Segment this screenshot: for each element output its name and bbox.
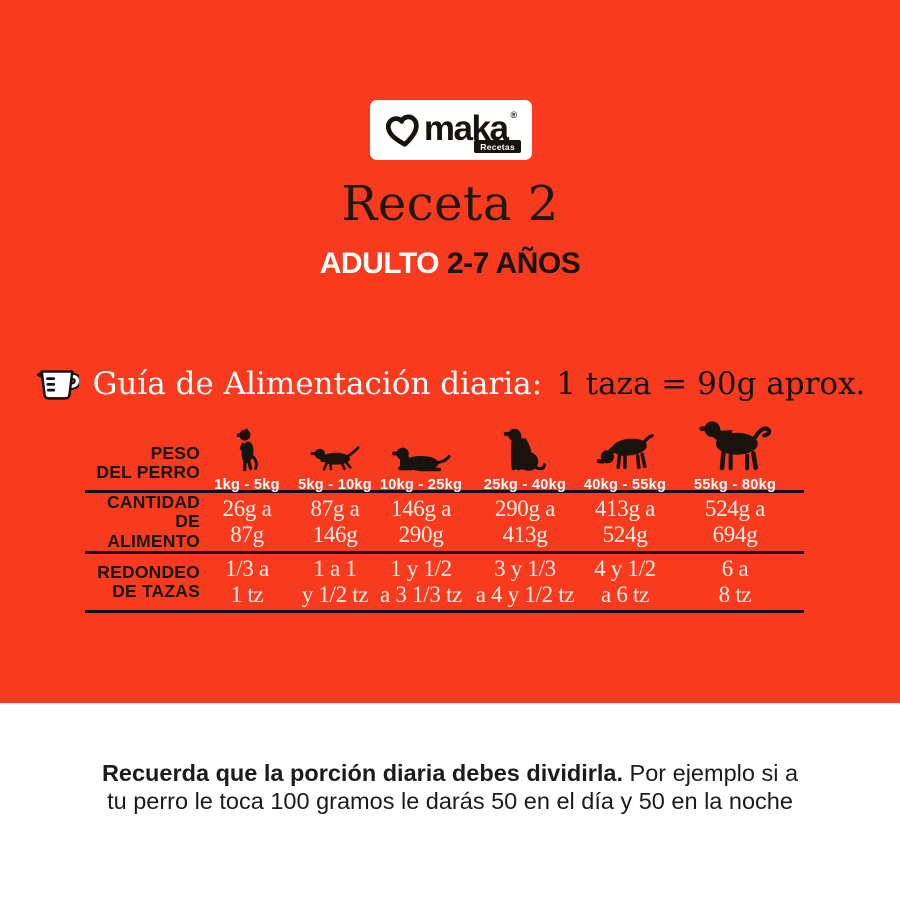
- cups-amount: 1 a 1 y 1/2 tz: [301, 556, 369, 607]
- portion-note-bold: Recuerda que la porción diaria debes div…: [101, 760, 624, 786]
- weight-range: 25kg - 40kg: [483, 477, 567, 493]
- running-dachshund-icon: [310, 446, 360, 471]
- sitting-dog-icon: [503, 428, 547, 471]
- cups-row: REDONDEO DE TAZAS 1/3 a 1 tz 1 a 1 y 1/2…: [85, 554, 804, 613]
- weight-range: 40kg - 55kg: [583, 477, 667, 493]
- cups-amount: 4 y 1/2 a 6 tz: [594, 556, 656, 607]
- food-amount: 290g a 413g: [494, 496, 556, 547]
- heart-icon: [385, 114, 419, 147]
- weight-row: PESO DEL PERRO: [85, 420, 804, 493]
- feeding-table: PESO DEL PERRO: [85, 420, 804, 613]
- column-xsmall: 1kg - 5kg: [200, 420, 294, 496]
- brand-name: maka: [423, 108, 509, 148]
- age-range-label: 2-7 AÑOS: [446, 247, 581, 280]
- maka-logo: maka ® Recetas: [370, 100, 532, 160]
- weight-range: 1kg - 5kg: [214, 477, 280, 493]
- portion-note-regular: Por ejemplo si a tu perro le toca 100 gr…: [107, 760, 799, 814]
- recipe-title: Receta 2: [341, 176, 559, 232]
- column-small: 5kg - 10kg: [294, 420, 376, 496]
- column-large: 25kg - 40kg: [466, 420, 584, 496]
- cups-amount: 1/3 a 1 tz: [225, 556, 269, 607]
- guide-heading-main: Guía de Alimentación diaria:: [92, 366, 543, 402]
- food-amount: 26g a 87g: [222, 496, 272, 547]
- column-xxlarge: 55kg - 80kg: [666, 420, 804, 496]
- trademark-symbol: ®: [510, 110, 518, 120]
- weight-range: 55kg - 80kg: [693, 477, 777, 493]
- food-amount: 413g a 524g: [594, 496, 656, 547]
- food-amount: 524g a 694g: [704, 496, 766, 547]
- cups-amount: 1 y 1/2 a 3 1/3 tz: [380, 556, 462, 607]
- food-amount: 87g a 146g: [310, 496, 360, 547]
- guide-heading: Guía de Alimentación diaria: 1 taza = 90…: [0, 364, 900, 404]
- age-subtitle: ADULTO 2-7 AÑOS: [0, 247, 900, 281]
- portion-note: Recuerda que la porción diaria debes div…: [90, 760, 810, 815]
- lying-dog-icon: [392, 447, 451, 472]
- column-medium: 10kg - 25kg: [376, 420, 466, 496]
- begging-tiny-dog-icon: [236, 428, 258, 472]
- column-xlarge: 40kg - 55kg: [584, 420, 666, 496]
- food-amount-row: CANTIDAD DE ALIMENTO 26g a 87g 87g a 146…: [85, 493, 804, 554]
- row-label-peso: PESO DEL PERRO: [96, 442, 200, 482]
- guide-heading-equivalence: 1 taza = 90g aprox.: [556, 366, 866, 402]
- measuring-cup-icon: [36, 370, 79, 400]
- weight-range: 5kg - 10kg: [298, 477, 372, 493]
- orange-panel: maka ® Recetas Receta 2 ADULTO 2-7 AÑOS G…: [0, 0, 900, 703]
- row-label-cantidad: CANTIDAD DE ALIMENTO: [107, 492, 200, 551]
- food-amount: 146g a 290g: [390, 496, 452, 547]
- recetas-badge: Recetas: [474, 140, 521, 153]
- life-stage-label: ADULTO: [319, 247, 440, 280]
- weight-range: 10kg - 25kg: [379, 477, 463, 493]
- cups-amount: 3 y 1/3 a 4 y 1/2 tz: [475, 556, 575, 607]
- row-label-redondeo: REDONDEO DE TAZAS: [97, 561, 200, 601]
- cups-amount: 6 a 8 tz: [718, 556, 752, 607]
- sniffing-dog-icon: [596, 434, 654, 470]
- large-standing-dog-icon: [699, 421, 772, 471]
